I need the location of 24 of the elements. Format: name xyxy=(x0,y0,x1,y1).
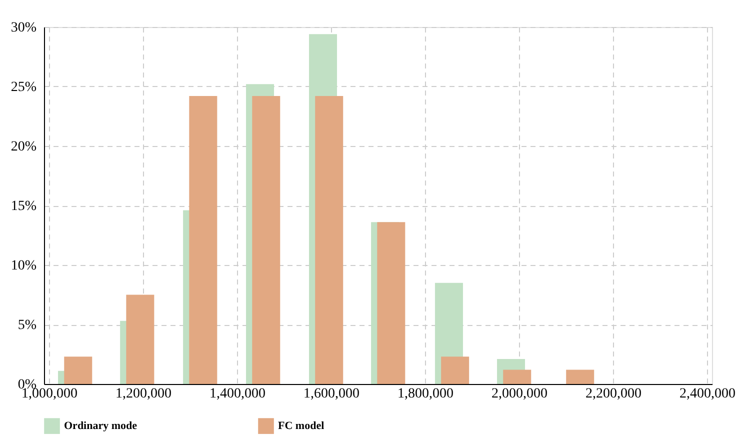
bar xyxy=(566,370,594,384)
y-tick-label: 20% xyxy=(10,140,37,154)
bar xyxy=(503,370,532,384)
x-tick-label: 2,000,000 xyxy=(492,386,548,402)
y-tick-label: 5% xyxy=(18,318,37,333)
x-tick-label: 1,400,000 xyxy=(210,386,266,402)
y-tick-label: 15% xyxy=(10,199,37,214)
bar xyxy=(126,294,154,384)
legend-label: Ordinary mode xyxy=(64,420,138,432)
bar xyxy=(441,356,470,384)
x-tick-label: 1,600,000 xyxy=(304,386,360,402)
x-tick-label: 1,800,000 xyxy=(398,386,454,402)
y-tick-label: 30% xyxy=(10,20,37,36)
y-tick-label: 10% xyxy=(10,258,37,274)
bar xyxy=(252,96,280,384)
bar xyxy=(189,96,218,384)
x-tick-label: 2,400,000 xyxy=(680,386,736,402)
legend-label: FC model xyxy=(278,420,324,432)
x-tick-label: 1,200,000 xyxy=(116,386,172,402)
bar xyxy=(315,96,344,384)
y-tick-label: 25% xyxy=(10,80,37,95)
bar xyxy=(64,356,92,384)
bar xyxy=(377,222,406,384)
x-tick-label: 2,200,000 xyxy=(586,386,642,402)
